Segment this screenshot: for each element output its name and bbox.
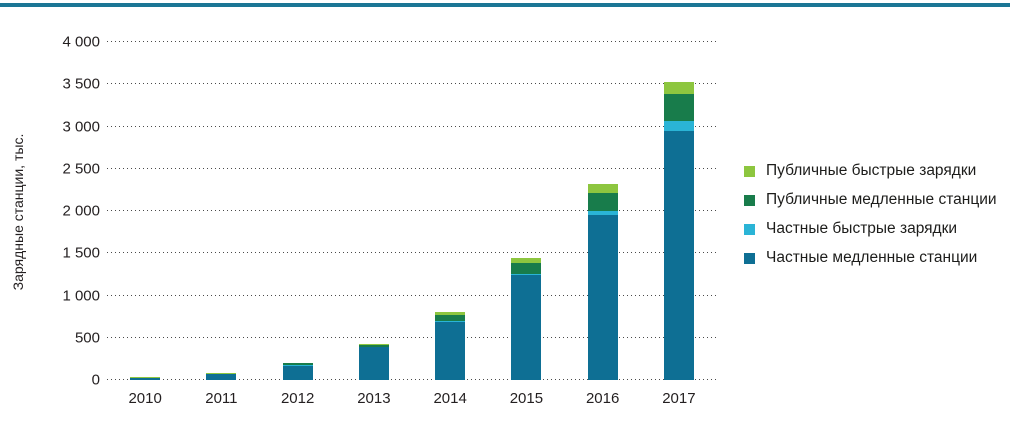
legend-swatch-icon (744, 194, 755, 206)
bar-segment (587, 211, 618, 216)
gridline (107, 379, 717, 380)
gridline (107, 83, 717, 85)
bar-segment (435, 314, 466, 321)
x-tick-label: 2011 (205, 390, 238, 407)
x-tick-label: 2013 (357, 390, 391, 407)
legend-swatch-icon (744, 165, 755, 177)
bar-segment (663, 94, 694, 121)
x-tick-label: 2012 (280, 390, 315, 407)
gridline (107, 252, 717, 254)
bar-segment (663, 130, 694, 380)
bar-segment (435, 321, 466, 380)
bar-segment (358, 346, 389, 348)
legend-item: Публичные быстрые зарядки (744, 162, 997, 180)
bar-segment (587, 192, 618, 212)
legend-label: Частные быстрые зарядки (766, 220, 958, 237)
gridline (107, 210, 717, 211)
bar-segment (130, 377, 161, 380)
gridline (107, 125, 717, 127)
y-axis-title: Зарядные станции, тыс. (10, 133, 26, 291)
gridline (107, 336, 717, 338)
bar-segment (511, 262, 542, 274)
bar-segment (511, 257, 542, 263)
y-tick-label: 4 000 (62, 33, 100, 51)
bar-segment (663, 120, 694, 131)
x-tick-label: 2015 (509, 390, 544, 407)
y-tick-label: 2 000 (62, 202, 100, 220)
bar-2016 (587, 184, 618, 380)
bar-segment (206, 374, 237, 380)
bar-2014 (435, 312, 466, 380)
legend-label: Публичные медленные станции (766, 191, 997, 208)
bar-segment (511, 275, 542, 380)
y-tick-label: 500 (74, 329, 100, 347)
gridline (107, 294, 717, 296)
bar-2010 (130, 377, 161, 380)
legend-item: Публичные медленные станции (744, 191, 997, 209)
x-tick-label: 2010 (128, 390, 162, 407)
bar-2012 (282, 362, 313, 380)
bar-segment (358, 344, 389, 345)
bar-segment (511, 273, 542, 276)
y-axis: 0 500 1 000 1 500 2 000 2 500 3 000 3 500 4 000 (34, 34, 100, 389)
legend-swatch-icon (744, 223, 755, 235)
legend: Публичные быстрые зарядки Публичные медле… (744, 162, 997, 278)
bar-segment (587, 215, 618, 380)
y-tick-label: 3 500 (62, 75, 100, 93)
plot-area (107, 41, 717, 380)
bar-segment (358, 347, 389, 380)
bar-segment (663, 82, 694, 94)
legend-item: Частные медленные станции (744, 249, 997, 267)
bar-segment (282, 362, 313, 364)
bar-segment (282, 363, 313, 366)
legend-label: Публичные быстрые зарядки (766, 162, 977, 179)
bar-2015 (511, 257, 542, 380)
bar-segment (435, 320, 466, 322)
legend-swatch-icon (744, 252, 755, 264)
y-tick-label: 1 500 (62, 244, 100, 262)
x-tick-label: 2016 (585, 390, 620, 407)
bar-segment (358, 344, 389, 347)
y-tick-label: 0 (91, 371, 100, 389)
bar-2013 (358, 344, 389, 380)
x-tick-label: 2014 (433, 390, 467, 407)
legend-label: Частные медленные станции (766, 249, 978, 266)
y-tick-label: 1 000 (62, 287, 100, 304)
y-tick-label: 2 500 (62, 160, 100, 178)
legend-item: Частные быстрые зарядки (744, 220, 997, 238)
bar-segment (282, 365, 313, 380)
y-tick-label: 3 000 (62, 118, 100, 135)
top-divider-rule (0, 3, 1010, 7)
gridline (107, 167, 717, 169)
bar-2011 (206, 373, 237, 380)
x-tick-label: 2017 (662, 390, 696, 407)
bar-2017 (663, 82, 694, 380)
bar-segment (587, 184, 618, 193)
bar-segment (435, 312, 466, 315)
gridline (107, 41, 717, 42)
x-axis: 2010 2011 2012 2013 2014 2015 2016 2017 (107, 390, 717, 412)
